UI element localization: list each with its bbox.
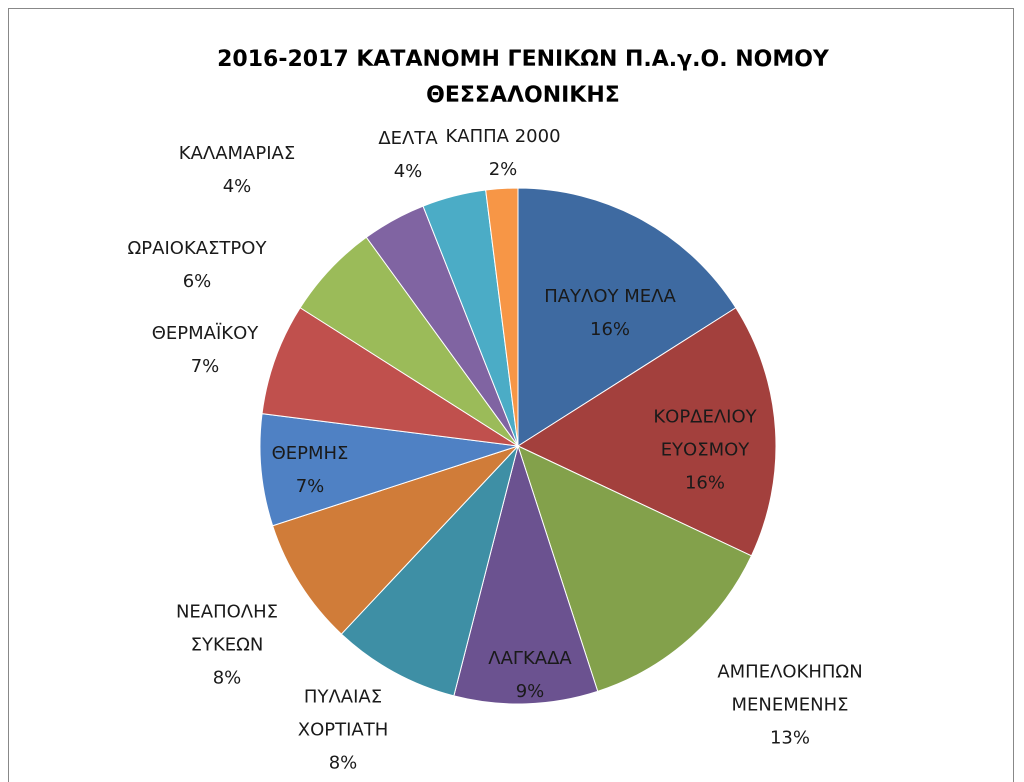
pie-slice [261, 307, 519, 447]
data-label: ΚΑΛΑΜΑΡΙΑΣ 4% [179, 137, 295, 203]
data-label: ΑΜΠΕΛΟΚΗΠΩΝ ΜΕΝΕΜΕΝΗΣ 13% [710, 656, 870, 755]
chart-frame [8, 8, 1014, 782]
value-label: 2% [488, 159, 518, 180]
value-label: 7% [190, 356, 220, 377]
category-label: ΩΡΑΙΟΚΑΣΤΡΟΥ [127, 238, 267, 259]
data-label: ΚΟΡΔΕΛΙΟΥ ΕΥΟΣΜΟΥ 16% [625, 401, 785, 500]
pie-slice [517, 445, 753, 693]
data-label: ΛΑΓΚΑΔΑ 9% [488, 642, 571, 708]
data-label: ΩΡΑΙΟΚΑΣΤΡΟΥ 6% [128, 232, 267, 298]
value-label: 4% [222, 176, 252, 197]
value-label: 7% [295, 476, 325, 497]
data-label: ΠΑΥΛΟΥ ΜΕΛΑ 16% [544, 280, 676, 346]
pie-slice [516, 307, 777, 557]
category-label: ΘΕΡΜΑΪΚΟΥ [151, 323, 259, 344]
value-label: 8% [328, 752, 358, 774]
category-label: ΔΕΛΤΑ [378, 128, 438, 149]
value-label: 8% [212, 667, 242, 689]
value-label: 16% [589, 319, 631, 340]
category-label: ΠΑΥΛΟΥ ΜΕΛΑ [544, 286, 676, 307]
data-label: ΘΕΡΜΗΣ 7% [272, 437, 349, 503]
data-label: ΠΥΛΑΙΑΣ ΧΟΡΤΙΑΤΗ 8% [263, 681, 423, 780]
value-label: 4% [393, 161, 423, 182]
data-label: ΔΕΛΤΑ 4% [378, 122, 437, 188]
pie-slice [271, 445, 519, 635]
pie-slice [340, 445, 519, 697]
value-label: 16% [684, 472, 725, 494]
data-label: ΝΕΑΠΟΛΗΣ ΣΥΚΕΩΝ 8% [147, 596, 307, 695]
pie-slice [517, 187, 737, 447]
value-label: 6% [182, 271, 212, 292]
category-label: ΘΕΡΜΗΣ [271, 443, 349, 464]
category-label: ΚΟΡΔΕΛΙΟΥ ΕΥΟΣΜΟΥ [653, 406, 757, 461]
data-label: ΚΑΠΠΑ 2000 2% [445, 120, 560, 186]
value-label: 9% [515, 681, 545, 702]
category-label: ΠΥΛΑΙΑΣ ΧΟΡΤΙΑΤΗ [297, 686, 389, 741]
chart-title: 2016-2017 ΚΑΤΑΝΟΜΗ ΓΕΝΙΚΩΝ Π.Α.γ.Ο. ΝΟΜΟ… [217, 47, 829, 108]
pie-slice [453, 444, 599, 705]
pie-slice [259, 413, 519, 527]
category-label: ΚΑΠΠΑ 2000 [445, 126, 561, 147]
category-label: ΝΕΑΠΟΛΗΣ ΣΥΚΕΩΝ [175, 601, 279, 656]
category-label: ΚΑΛΑΜΑΡΙΑΣ [178, 143, 296, 164]
category-label: ΑΜΠΕΛΟΚΗΠΩΝ ΜΕΝΕΜΕΝΗΣ [717, 661, 863, 716]
data-label: ΘΕΡΜΑΪΚΟΥ 7% [152, 317, 259, 383]
value-label: 13% [769, 727, 810, 749]
pie-slice [485, 187, 519, 447]
category-label: ΛΑΓΚΑΔΑ [488, 648, 572, 669]
